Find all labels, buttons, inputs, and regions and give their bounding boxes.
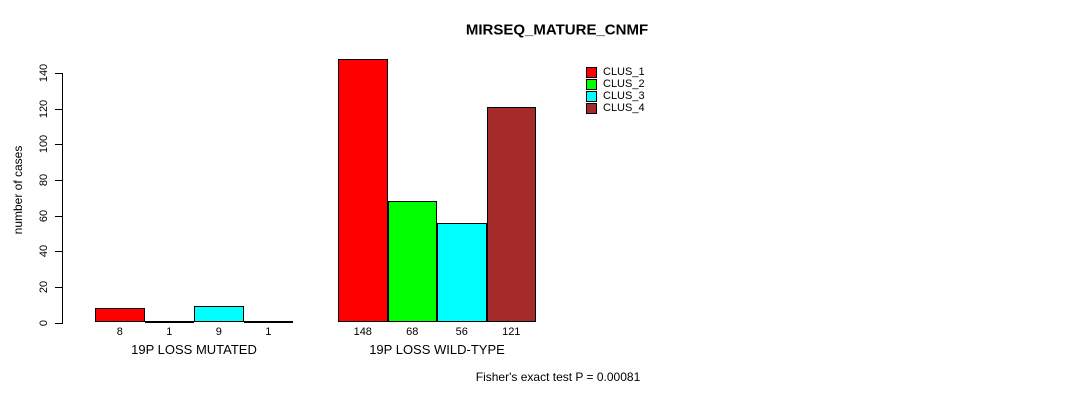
bar-clus_4-group2: [486, 106, 536, 323]
bar-value-label: 148: [353, 326, 372, 338]
y-tick: [55, 73, 62, 74]
y-tick: [55, 322, 62, 324]
legend-swatch-icon: [586, 66, 597, 78]
y-tick-label: 80: [38, 173, 50, 187]
y-tick-label: 140: [38, 63, 50, 83]
chart-title: MIRSEQ_MATURE_CNMF: [465, 21, 649, 39]
y-tick-label: 40: [38, 245, 50, 258]
legend-swatch-icon: [586, 78, 597, 90]
y-tick-label: 0: [38, 319, 50, 326]
bar-value-label: 56: [455, 326, 468, 338]
y-axis-label: number of cases: [11, 145, 25, 235]
y-tick: [55, 144, 62, 146]
category-label: 19P LOSS MUTATED: [131, 342, 257, 357]
y-axis-line: [62, 73, 63, 324]
bar-clus_4-group1: [243, 320, 293, 323]
y-tick: [55, 251, 62, 253]
bar-clus_2-group1: [144, 320, 194, 323]
footer-stat-text: Fisher's exact test P = 0.00081: [475, 370, 641, 384]
legend-label: CLUS_1: [603, 66, 645, 78]
y-tick-label: 120: [38, 99, 50, 118]
legend-label: CLUS_4: [603, 102, 645, 114]
legend-label: CLUS_2: [603, 78, 645, 90]
legend-item: CLUS_2: [586, 78, 645, 90]
y-tick-label: 60: [38, 209, 50, 222]
bar-value-label: 9: [215, 326, 222, 338]
legend: CLUS_1 CLUS_2 CLUS_3 CLUS_4: [586, 66, 645, 114]
y-tick: [55, 215, 62, 217]
bar-value-label: 121: [502, 326, 521, 338]
legend-swatch-icon: [586, 90, 597, 102]
y-tick: [55, 286, 62, 288]
legend-swatch-icon: [586, 102, 597, 114]
legend-label: CLUS_3: [603, 90, 645, 102]
y-tick-label: 20: [38, 280, 50, 293]
legend-item: CLUS_4: [586, 102, 645, 114]
category-label: 19P LOSS WILD-TYPE: [369, 342, 505, 357]
y-tick-label: 100: [38, 135, 50, 154]
bar-clus_3-group1: [194, 306, 244, 323]
y-tick: [55, 179, 62, 181]
bar-clus_3-group2: [437, 222, 487, 323]
bar-value-label: 8: [116, 326, 123, 338]
bar-value-label: 1: [265, 326, 272, 338]
legend-item: CLUS_1: [586, 66, 645, 78]
bar-clus_2-group2: [387, 201, 437, 323]
legend-item: CLUS_3: [586, 90, 645, 102]
bar-value-label: 1: [166, 326, 173, 338]
bar-value-label: 68: [406, 326, 419, 338]
bar-clus_1-group2: [338, 58, 388, 323]
bar-clus_1-group1: [95, 308, 145, 323]
y-tick: [55, 108, 62, 110]
